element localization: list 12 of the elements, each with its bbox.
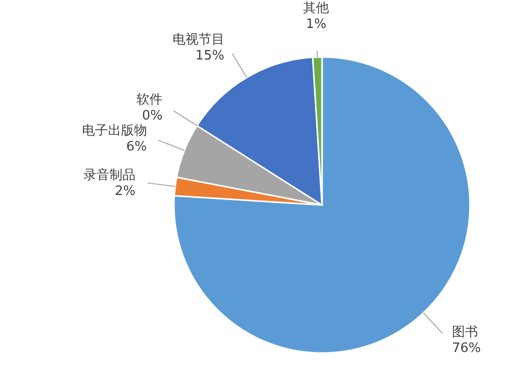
category-label: 软件 (136, 92, 163, 108)
text: 0% (142, 108, 163, 124)
slice-label: 电视节目 (172, 32, 224, 48)
slice-label: 图书 (452, 325, 478, 340)
data-label: 2% (114, 184, 136, 199)
data-label: 6% (126, 139, 147, 154)
data-label: 1% (306, 17, 327, 32)
data-label: 15% (195, 48, 224, 64)
slice-label: 其他 (303, 1, 330, 16)
slice-label: 录音制品 (83, 168, 136, 183)
data-label: 76% (452, 341, 481, 356)
slice-label: 电子出版物 (82, 123, 147, 138)
